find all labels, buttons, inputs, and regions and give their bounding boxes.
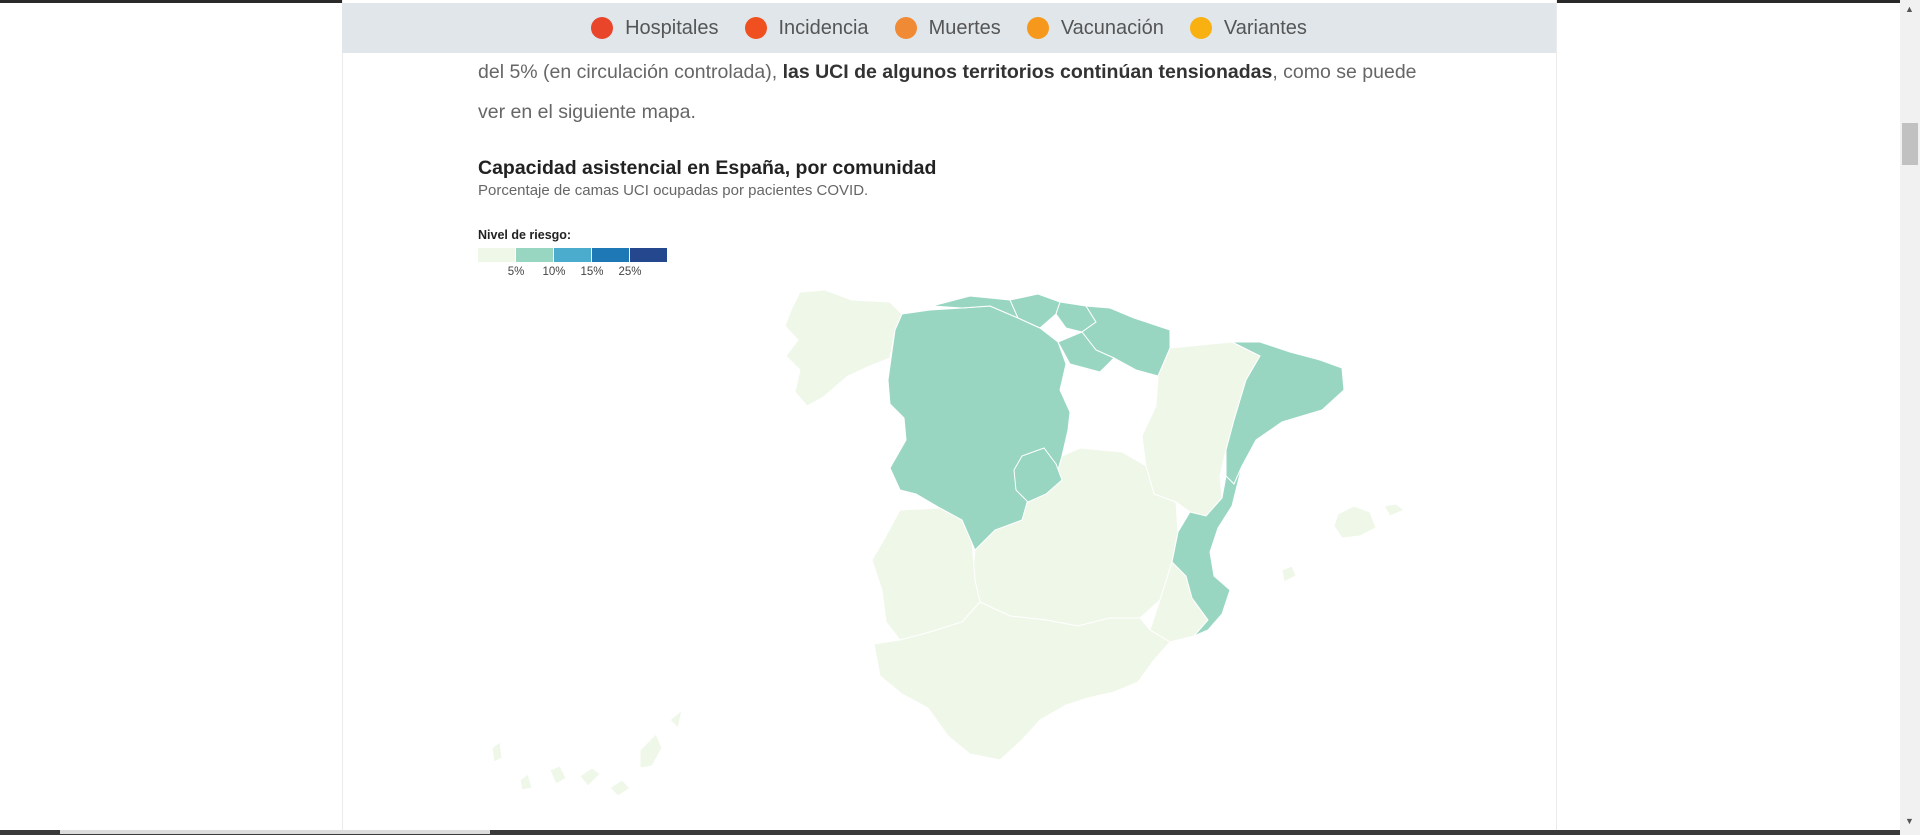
circle-icon <box>1026 17 1049 39</box>
scroll-down-arrow-icon[interactable]: ▼ <box>1905 816 1914 826</box>
circle-icon <box>1189 17 1212 39</box>
map-region-la-rioja[interactable] <box>1057 331 1115 373</box>
topic-tags-bar: Hospitales Incidencia Muertes Vacunación… <box>342 3 1556 53</box>
tag-label: Vacunación <box>1060 16 1164 39</box>
legend-swatch <box>516 248 553 262</box>
tag-incidencia[interactable]: Incidencia <box>744 16 869 40</box>
legend-title: Nivel de riesgo: <box>478 228 572 242</box>
map-region-cataluna[interactable] <box>1225 341 1345 485</box>
article-paragraph: del 5% (en circulación controlada), las … <box>478 52 1438 132</box>
map-region-andalucia[interactable] <box>873 601 1171 761</box>
tag-label: Hospitales <box>625 16 719 39</box>
map-region-canarias[interactable] <box>491 708 683 797</box>
legend-swatch <box>592 248 629 262</box>
scrollbar-thumb[interactable] <box>1902 123 1918 165</box>
circle-icon <box>744 17 767 39</box>
legend-swatch <box>478 248 515 262</box>
legend-swatch <box>630 248 667 262</box>
map-region-comunidad-valenciana[interactable] <box>1171 465 1243 637</box>
tag-vacunacion[interactable]: Vacunación <box>1026 16 1164 40</box>
taskbar-highlight <box>60 830 490 834</box>
legend-tick: 10% <box>542 266 566 278</box>
tag-hospitales[interactable]: Hospitales <box>591 16 719 40</box>
tag-label: Muertes <box>928 16 1001 39</box>
legend-tick: 5% <box>507 266 525 278</box>
legend-swatch <box>554 248 591 262</box>
legend-tick: 15% <box>580 266 604 278</box>
paragraph-text: del 5% (en circulación controlada), <box>478 61 783 83</box>
paragraph-text-end: , como se puede ver en el siguiente mapa… <box>478 61 1417 123</box>
scrollbar[interactable] <box>1900 0 1920 835</box>
map-region-navarra[interactable] <box>1081 305 1171 377</box>
tag-muertes[interactable]: Muertes <box>894 16 1001 40</box>
map-region-baleares-menorca[interactable] <box>1383 503 1405 517</box>
circle-icon <box>894 17 917 39</box>
scroll-up-arrow-icon[interactable]: ▲ <box>1905 4 1914 14</box>
tag-label: Variantes <box>1223 16 1307 39</box>
map-title: Capacidad asistencial en España, por com… <box>478 157 937 179</box>
map-region-madrid[interactable] <box>1013 447 1063 503</box>
legend-tick: 25% <box>618 266 642 278</box>
map-region-galicia[interactable] <box>784 289 903 407</box>
map-region-baleares-mallorca[interactable] <box>1333 505 1377 539</box>
map-subtitle: Porcentaje de camas UCI ocupadas por pac… <box>478 182 869 199</box>
map-region-baleares-ibiza[interactable] <box>1281 565 1297 583</box>
circle-icon <box>591 17 614 39</box>
taskbar-edge <box>0 830 1900 835</box>
spain-choropleth-map <box>491 289 1405 797</box>
paragraph-bold-text: las UCI de algunos territorios continúan… <box>782 61 1273 83</box>
tag-label: Incidencia <box>778 16 869 39</box>
tag-variantes[interactable]: Variantes <box>1189 16 1307 40</box>
legend-scale <box>478 248 668 262</box>
